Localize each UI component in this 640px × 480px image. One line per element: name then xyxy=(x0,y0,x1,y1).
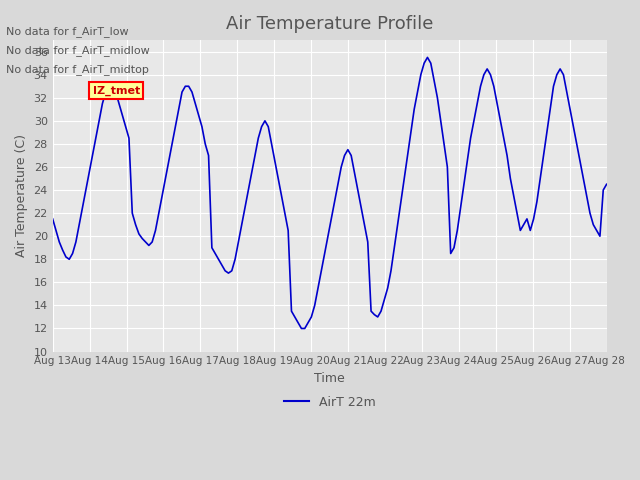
Legend: AirT 22m: AirT 22m xyxy=(279,391,381,414)
Y-axis label: Air Temperature (C): Air Temperature (C) xyxy=(15,134,28,257)
Text: No data for f_AirT_midlow: No data for f_AirT_midlow xyxy=(6,45,150,56)
X-axis label: Time: Time xyxy=(314,372,345,385)
Text: IZ_tmet: IZ_tmet xyxy=(93,85,140,96)
Text: No data for f_AirT_low: No data for f_AirT_low xyxy=(6,25,129,36)
Text: No data for f_AirT_midtop: No data for f_AirT_midtop xyxy=(6,64,149,75)
Title: Air Temperature Profile: Air Temperature Profile xyxy=(226,15,433,33)
